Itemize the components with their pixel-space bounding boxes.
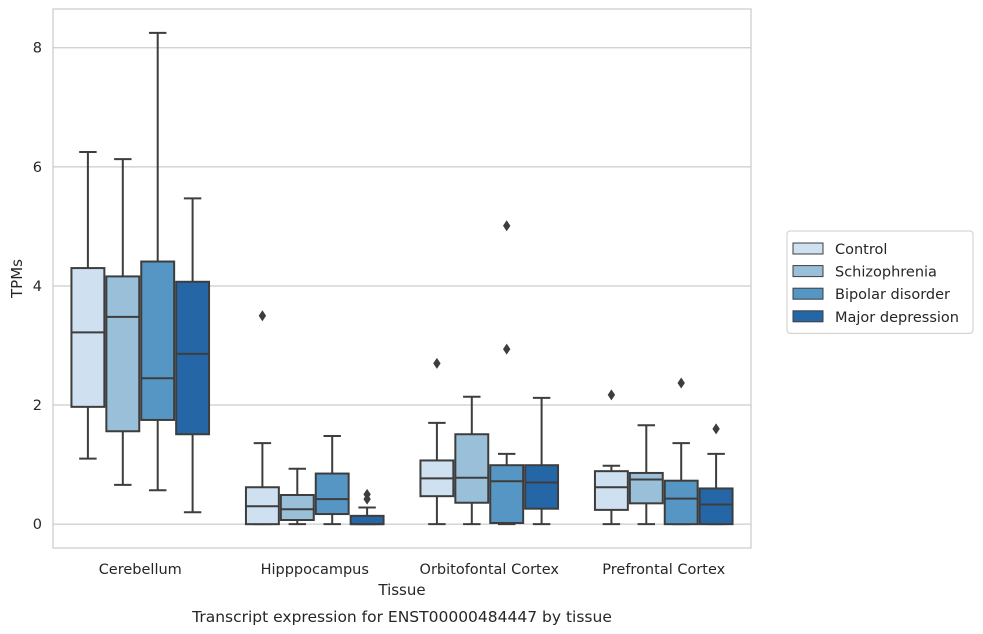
box-group xyxy=(698,423,734,526)
box xyxy=(524,464,560,510)
legend-item: Bipolar disorder xyxy=(792,287,950,303)
box xyxy=(105,275,141,433)
box-group xyxy=(175,197,211,514)
box-group xyxy=(314,435,350,526)
box-group xyxy=(628,424,664,526)
legend-label: Bipolar disorder xyxy=(835,287,950,303)
x-tick-label: Cerebellum xyxy=(99,562,182,578)
x-tick-label: Hipppocampus xyxy=(261,562,369,578)
legend-item: Control xyxy=(792,242,887,258)
outlier-point xyxy=(607,389,616,401)
outlier-point xyxy=(363,488,371,500)
box-group xyxy=(419,357,455,526)
boxes xyxy=(70,31,734,526)
x-tick-label: Orbitofontal Cortex xyxy=(420,562,560,578)
box-group xyxy=(279,467,315,526)
box-group xyxy=(524,396,560,526)
box-group xyxy=(244,310,280,526)
box xyxy=(698,487,734,526)
y-tick-label: 4 xyxy=(33,279,42,295)
chart-caption: Transcript expression for ENST0000048444… xyxy=(191,608,612,626)
box-group xyxy=(663,377,699,526)
box xyxy=(663,479,699,526)
box xyxy=(593,470,629,511)
box-group xyxy=(140,31,176,492)
outlier-point xyxy=(433,357,441,369)
legend-swatch xyxy=(792,287,824,300)
plot-frame xyxy=(52,8,752,549)
y-axis-ticks: 0 2 4 6 8 xyxy=(33,41,42,533)
box xyxy=(140,260,176,421)
y-tick-label: 8 xyxy=(33,41,42,57)
box-group xyxy=(70,150,106,460)
outlier-point xyxy=(503,220,511,232)
legend-label: Schizophrenia xyxy=(835,265,937,281)
box-group xyxy=(489,220,525,526)
legend: Control Schizophrenia Bipolar disorder Majo… xyxy=(786,230,974,334)
box xyxy=(70,267,106,408)
legend-label: Major depression xyxy=(835,310,959,326)
legend-frame xyxy=(786,230,974,334)
legend-item: Schizophrenia xyxy=(792,265,937,281)
outlier-point xyxy=(258,310,267,322)
x-tick-label: Prefrontal Cortex xyxy=(602,562,725,578)
outlier-point xyxy=(712,423,720,435)
legend-swatch xyxy=(792,265,824,278)
box-group xyxy=(349,488,385,526)
y-tick-label: 0 xyxy=(33,517,42,533)
y-tick-label: 2 xyxy=(33,398,42,414)
outlier-point xyxy=(677,377,685,389)
legend-swatch xyxy=(792,242,824,255)
y-axis-label: TPMs xyxy=(8,259,26,299)
x-axis-label: Tissue xyxy=(377,581,425,599)
box-group xyxy=(593,389,629,526)
legend-swatch xyxy=(792,310,824,323)
box xyxy=(175,280,211,436)
box xyxy=(489,464,525,524)
box xyxy=(454,433,490,504)
box xyxy=(279,493,315,522)
legend-item: Major depression xyxy=(792,310,959,326)
x-axis-ticks: Cerebellum Hipppocampus Orbitofontal Corte… xyxy=(99,562,726,578)
box xyxy=(349,514,385,526)
box-group xyxy=(454,395,490,526)
outlier-point xyxy=(503,343,511,355)
box xyxy=(628,471,664,505)
legend-label: Control xyxy=(835,242,887,258)
box xyxy=(314,472,350,516)
y-tick-label: 6 xyxy=(33,160,42,176)
box-group xyxy=(105,158,141,486)
